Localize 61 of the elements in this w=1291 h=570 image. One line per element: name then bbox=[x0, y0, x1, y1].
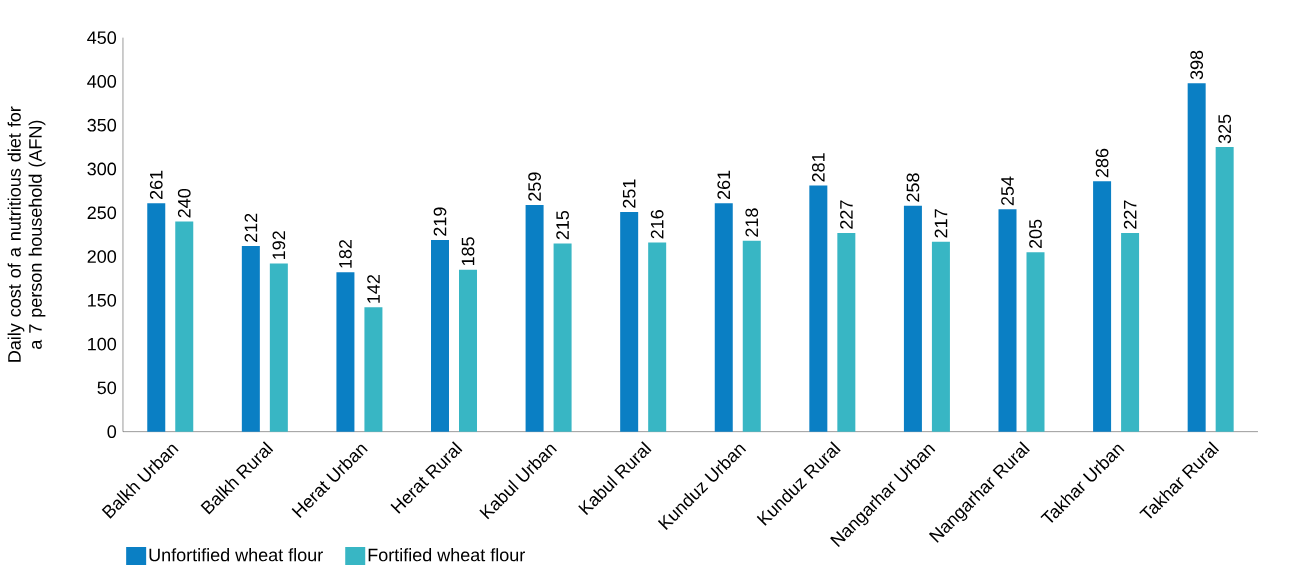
bar bbox=[1026, 252, 1045, 432]
data-label: 217 bbox=[934, 209, 948, 238]
legend-label: Fortified wheat flour bbox=[368, 548, 525, 562]
bar bbox=[837, 232, 856, 432]
bar bbox=[459, 269, 478, 432]
data-label: 261 bbox=[717, 170, 731, 200]
y-tick-label: 450 bbox=[87, 31, 117, 45]
data-label: 251 bbox=[622, 179, 636, 208]
data-label: 261 bbox=[149, 170, 163, 200]
data-label: 281 bbox=[811, 153, 825, 182]
data-label: 215 bbox=[556, 210, 569, 240]
bar bbox=[931, 241, 950, 432]
y-tick-label: 400 bbox=[87, 75, 117, 88]
bar bbox=[241, 246, 260, 432]
data-label: 286 bbox=[1095, 148, 1109, 178]
bar bbox=[553, 243, 572, 432]
y-tick-label: 0 bbox=[107, 425, 117, 439]
bar bbox=[648, 242, 667, 432]
data-label: 219 bbox=[433, 207, 447, 236]
y-axis-title: Daily cost of a nutritious diet for a 7 person household (AFN) bbox=[7, 106, 46, 362]
bar bbox=[147, 203, 166, 432]
data-label: 142 bbox=[367, 275, 380, 303]
bar bbox=[1187, 83, 1206, 432]
bar bbox=[525, 204, 544, 432]
y-tick-label: 350 bbox=[87, 118, 117, 132]
bar bbox=[714, 203, 733, 432]
bar bbox=[1215, 147, 1234, 432]
y-tick-label: 200 bbox=[87, 250, 117, 263]
data-label: 398 bbox=[1190, 50, 1204, 80]
bar bbox=[998, 209, 1017, 432]
data-label: 218 bbox=[745, 208, 759, 237]
bar bbox=[269, 263, 288, 432]
data-label: 205 bbox=[1029, 219, 1042, 249]
data-label: 212 bbox=[244, 213, 258, 242]
legend-label: Unfortified wheat flour bbox=[149, 548, 323, 562]
bar bbox=[742, 240, 761, 432]
data-label: 258 bbox=[906, 173, 920, 202]
y-tick-label: 150 bbox=[88, 293, 117, 307]
bar bbox=[809, 185, 828, 432]
bar bbox=[175, 221, 194, 432]
data-label: 185 bbox=[461, 237, 475, 266]
y-tick-label: 250 bbox=[87, 206, 117, 220]
bar bbox=[1121, 232, 1140, 432]
bar bbox=[903, 205, 922, 432]
data-label: 325 bbox=[1218, 114, 1232, 144]
y-tick-label: 300 bbox=[87, 162, 117, 176]
data-label: 216 bbox=[650, 210, 664, 239]
bar bbox=[431, 239, 450, 432]
data-label: 254 bbox=[1001, 176, 1014, 206]
y-tick-label: 100 bbox=[88, 337, 117, 351]
bar bbox=[620, 211, 639, 432]
y-tick-label: 50 bbox=[97, 381, 117, 395]
bar bbox=[364, 307, 383, 432]
data-label: 182 bbox=[339, 239, 352, 268]
data-label: 259 bbox=[528, 172, 541, 201]
data-label: 227 bbox=[1123, 200, 1137, 229]
data-label: 192 bbox=[272, 231, 286, 259]
bar bbox=[336, 272, 355, 432]
bar bbox=[1093, 181, 1112, 432]
data-label: 240 bbox=[177, 188, 191, 218]
data-label: 227 bbox=[840, 200, 853, 229]
